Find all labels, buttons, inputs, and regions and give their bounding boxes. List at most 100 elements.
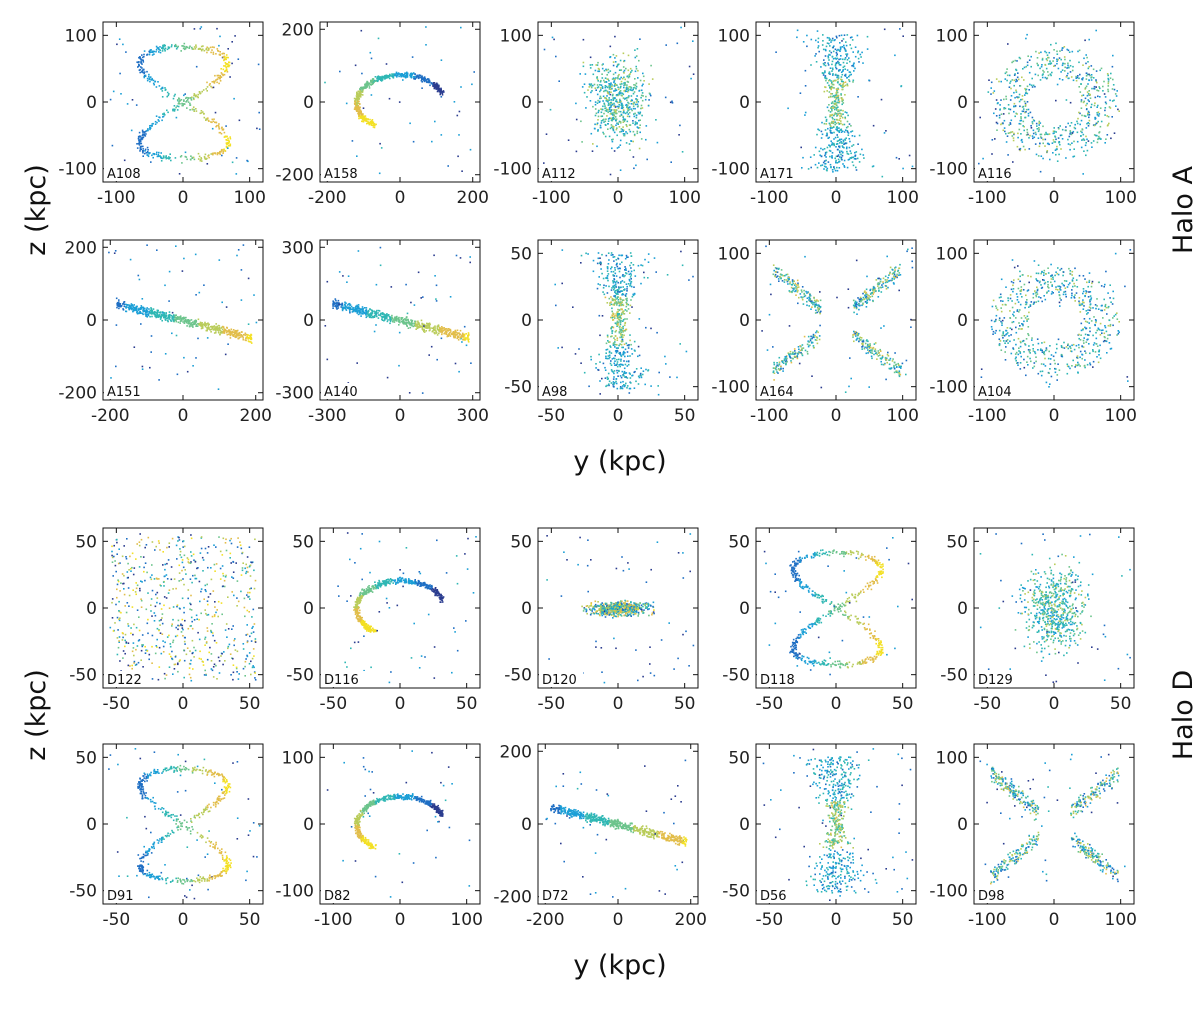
particle <box>217 74 220 77</box>
y-tick-label: 300 <box>282 238 314 258</box>
particle <box>160 316 162 319</box>
particle <box>1105 138 1107 140</box>
particle <box>601 115 604 117</box>
particle <box>1009 122 1012 124</box>
particle <box>459 336 462 338</box>
particle <box>1099 96 1101 98</box>
particle <box>1042 73 1044 75</box>
particle <box>858 161 861 163</box>
particle <box>457 335 460 338</box>
particle <box>1026 64 1029 67</box>
particle <box>370 313 372 315</box>
particle <box>186 325 188 327</box>
particle <box>638 119 640 122</box>
particle <box>456 332 459 334</box>
particle <box>191 325 194 327</box>
particle <box>342 307 344 309</box>
particle <box>605 81 608 83</box>
particle <box>604 89 606 92</box>
particle <box>143 152 146 155</box>
particle <box>1011 135 1014 137</box>
particle <box>1078 49 1081 52</box>
particle <box>832 68 834 71</box>
particle <box>212 120 215 123</box>
particle <box>835 62 838 64</box>
particle <box>443 329 445 332</box>
particle <box>840 129 842 131</box>
particle <box>611 94 614 97</box>
particle <box>1113 132 1116 134</box>
particle <box>163 44 166 46</box>
particle <box>685 350 688 353</box>
particle <box>154 123 157 125</box>
particle <box>122 309 125 311</box>
particle <box>381 318 383 320</box>
particle <box>596 86 599 89</box>
particle <box>192 321 194 324</box>
particle <box>665 44 667 46</box>
particle <box>609 86 612 88</box>
particle <box>611 87 613 90</box>
particle <box>618 73 620 76</box>
particle <box>628 86 631 88</box>
particle <box>138 64 140 67</box>
particle <box>1030 65 1032 68</box>
particle <box>358 117 360 120</box>
particle <box>606 115 608 117</box>
particle <box>217 152 219 154</box>
particle <box>645 125 648 127</box>
particle <box>601 253 603 256</box>
particle <box>250 341 252 343</box>
particle <box>825 45 828 48</box>
particle <box>824 163 826 165</box>
particle <box>417 320 419 323</box>
particle <box>151 154 153 157</box>
particle <box>610 117 612 120</box>
x-tick-label: -100 <box>532 188 571 208</box>
particle <box>159 46 161 48</box>
particle <box>618 286 621 289</box>
particle <box>332 307 334 309</box>
particle <box>384 315 386 317</box>
particle <box>400 73 402 75</box>
particle <box>622 130 624 132</box>
particle <box>842 163 844 165</box>
particle <box>624 90 627 93</box>
particle <box>358 94 360 96</box>
particle <box>638 59 640 62</box>
particle <box>841 116 844 119</box>
particle <box>607 104 610 106</box>
particle <box>334 298 337 300</box>
particle <box>1065 126 1067 128</box>
particle <box>391 75 394 77</box>
particle <box>600 268 602 270</box>
particle <box>247 338 249 340</box>
particle <box>184 151 187 154</box>
particle <box>841 145 844 147</box>
particle <box>626 111 628 114</box>
particle <box>219 77 221 80</box>
particle <box>387 319 389 321</box>
particle <box>250 338 252 341</box>
particle <box>430 327 432 329</box>
particle <box>846 53 849 55</box>
particle <box>835 128 837 131</box>
particle <box>817 46 819 49</box>
particle <box>430 345 433 348</box>
particle <box>439 327 441 329</box>
particle <box>612 53 615 56</box>
particle <box>823 122 826 125</box>
particle <box>143 307 146 310</box>
particle <box>220 132 223 135</box>
particle <box>362 87 365 90</box>
particle <box>1025 88 1028 91</box>
particle <box>180 155 183 157</box>
particle <box>238 119 241 122</box>
particle <box>173 108 175 111</box>
particle <box>244 334 247 336</box>
particle <box>226 142 229 144</box>
particle <box>837 110 839 113</box>
particle <box>407 321 409 324</box>
particle <box>588 385 590 388</box>
particle <box>1003 107 1005 109</box>
